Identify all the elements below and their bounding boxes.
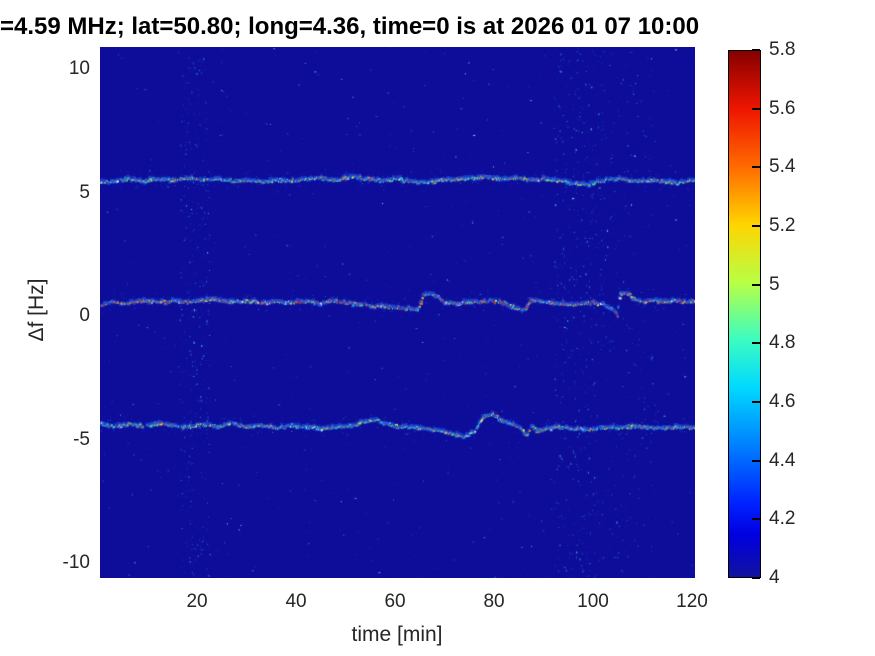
x-tick-label: 20	[186, 591, 208, 612]
colorbar-tick-label: 4.8	[769, 332, 796, 354]
colorbar-tick-label: 5.6	[769, 97, 796, 119]
x-axis-label: time [min]	[351, 623, 443, 646]
colorbar-tick-mark	[752, 577, 760, 579]
y-tick-label: -5	[73, 428, 90, 450]
colorbar-tick-label: 4.6	[769, 391, 796, 412]
figure-title: =4.59 MHz; lat=50.80; long=4.36, time=0 …	[0, 13, 700, 40]
colorbar-tick-label: 4	[769, 567, 780, 588]
colorbar-tick-label: 5	[769, 273, 780, 295]
y-tick-label: -10	[62, 552, 90, 574]
colorbar-tick-label: 4.4	[769, 449, 796, 471]
y-tick-label: 0	[79, 305, 90, 327]
x-tick-label: 80	[483, 591, 505, 612]
colorbar-tick-mark	[752, 166, 760, 169]
colorbar-tick-label: 5.8	[769, 39, 796, 60]
spectrogram-plot	[100, 47, 695, 578]
colorbar-tick-mark	[752, 342, 760, 345]
colorbar-tick-label: 4.2	[769, 508, 796, 530]
colorbar-tick-mark	[752, 49, 760, 51]
x-tick-label: 100	[577, 591, 609, 612]
y-tick-label: 5	[79, 181, 90, 203]
colorbar-tick-mark	[752, 518, 760, 521]
colorbar-tick-mark	[752, 401, 760, 403]
colorbar-tick-mark	[752, 107, 760, 110]
x-tick-label: 60	[384, 591, 406, 612]
x-tick-label: 40	[285, 591, 307, 612]
colorbar	[728, 50, 761, 578]
colorbar-tick-label: 5.2	[769, 215, 796, 236]
colorbar-tick-mark	[752, 459, 760, 462]
colorbar-tick-mark	[752, 283, 760, 286]
x-tick-label: 120	[676, 591, 708, 612]
colorbar-tick-mark	[752, 225, 760, 227]
colorbar-tick-label: 5.4	[769, 156, 796, 178]
y-tick-label: 10	[68, 58, 90, 80]
